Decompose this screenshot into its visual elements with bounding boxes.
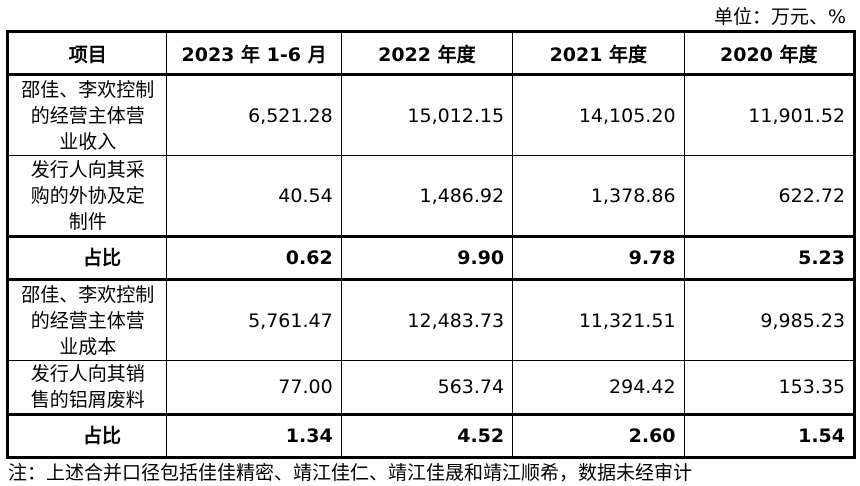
header-2021: 2021 年度 bbox=[512, 31, 685, 76]
cell-value: 563.74 bbox=[340, 360, 514, 415]
cell-value: 11,321.51 bbox=[512, 279, 685, 361]
cell-value: 5.23 bbox=[683, 235, 856, 281]
data-table: 项目 2023 年 1-6 月 2022 年度 2021 年度 2020 年度 … bbox=[6, 30, 856, 459]
row-label-line: 业成本 bbox=[59, 335, 117, 358]
header-2023h1: 2023 年 1-6 月 bbox=[166, 31, 342, 76]
header-item: 项目 bbox=[6, 31, 168, 76]
cell-value: 11,901.52 bbox=[683, 74, 856, 156]
row-label-line: 制件 bbox=[68, 210, 107, 233]
cell-value: 1,378.86 bbox=[512, 155, 685, 237]
row-label-line: 购的外协及定 bbox=[30, 184, 145, 207]
row-label: 邵佳、李欢控制 的经营主体营 业收入 bbox=[6, 74, 168, 156]
ratio-row: 占比 0.62 9.90 9.78 5.23 bbox=[6, 235, 856, 281]
row-label-line: 邵佳、李欢控制 bbox=[21, 283, 155, 306]
cell-value: 153.35 bbox=[683, 360, 856, 415]
table-row: 发行人向其销 售的铝屑废料 77.00 563.74 294.42 153.35 bbox=[6, 360, 856, 415]
table-row: 发行人向其采 购的外协及定 制件 40.54 1,486.92 1,378.86… bbox=[6, 155, 856, 237]
cell-value: 15,012.15 bbox=[340, 74, 514, 156]
cell-value: 622.72 bbox=[683, 155, 856, 237]
table-row: 邵佳、李欢控制 的经营主体营 业收入 6,521.28 15,012.15 14… bbox=[6, 74, 856, 156]
cell-value: 9.78 bbox=[512, 235, 685, 281]
table-row: 邵佳、李欢控制 的经营主体营 业成本 5,761.47 12,483.73 11… bbox=[6, 279, 856, 361]
cell-value: 9.90 bbox=[340, 235, 514, 281]
cell-value: 9,985.23 bbox=[683, 279, 856, 361]
row-label: 占比 bbox=[6, 413, 168, 459]
row-label-line: 发行人向其销 bbox=[30, 363, 145, 385]
cell-value: 2.60 bbox=[512, 413, 685, 459]
cell-value: 12,483.73 bbox=[340, 279, 514, 361]
row-label-line: 发行人向其采 bbox=[30, 158, 145, 181]
cell-value: 4.52 bbox=[340, 413, 514, 459]
row-label-line: 的经营主体营 bbox=[30, 309, 145, 332]
row-label: 发行人向其销 售的铝屑废料 bbox=[6, 360, 168, 415]
cell-value: 1,486.92 bbox=[340, 155, 514, 237]
cell-value: 40.54 bbox=[166, 155, 342, 237]
unit-label: 单位：万元、% bbox=[713, 6, 846, 28]
cell-value: 1.54 bbox=[683, 413, 856, 459]
header-row: 项目 2023 年 1-6 月 2022 年度 2021 年度 2020 年度 bbox=[6, 31, 856, 76]
cell-value: 6,521.28 bbox=[166, 74, 342, 156]
header-2022: 2022 年度 bbox=[340, 31, 514, 76]
footnote: 注：上述合并口径包括佳佳精密、靖江佳仁、靖江佳晟和靖江顺希，数据未经审计 bbox=[8, 462, 693, 484]
row-label-line: 的经营主体营 bbox=[30, 104, 145, 127]
cell-value: 1.34 bbox=[166, 413, 342, 459]
cell-value: 294.42 bbox=[512, 360, 685, 415]
cell-value: 14,105.20 bbox=[512, 74, 685, 156]
row-label-line: 邵佳、李欢控制 bbox=[21, 78, 155, 101]
ratio-row: 占比 1.34 4.52 2.60 1.54 bbox=[6, 413, 856, 459]
row-label: 占比 bbox=[6, 235, 168, 281]
cell-value: 0.62 bbox=[166, 235, 342, 281]
row-label-line: 业收入 bbox=[59, 130, 117, 153]
header-2020: 2020 年度 bbox=[683, 31, 856, 76]
cell-value: 5,761.47 bbox=[166, 279, 342, 361]
row-label: 邵佳、李欢控制 的经营主体营 业成本 bbox=[6, 279, 168, 361]
cell-value: 77.00 bbox=[166, 360, 342, 415]
row-label-line: 售的铝屑废料 bbox=[30, 389, 145, 411]
row-label: 发行人向其采 购的外协及定 制件 bbox=[6, 155, 168, 237]
